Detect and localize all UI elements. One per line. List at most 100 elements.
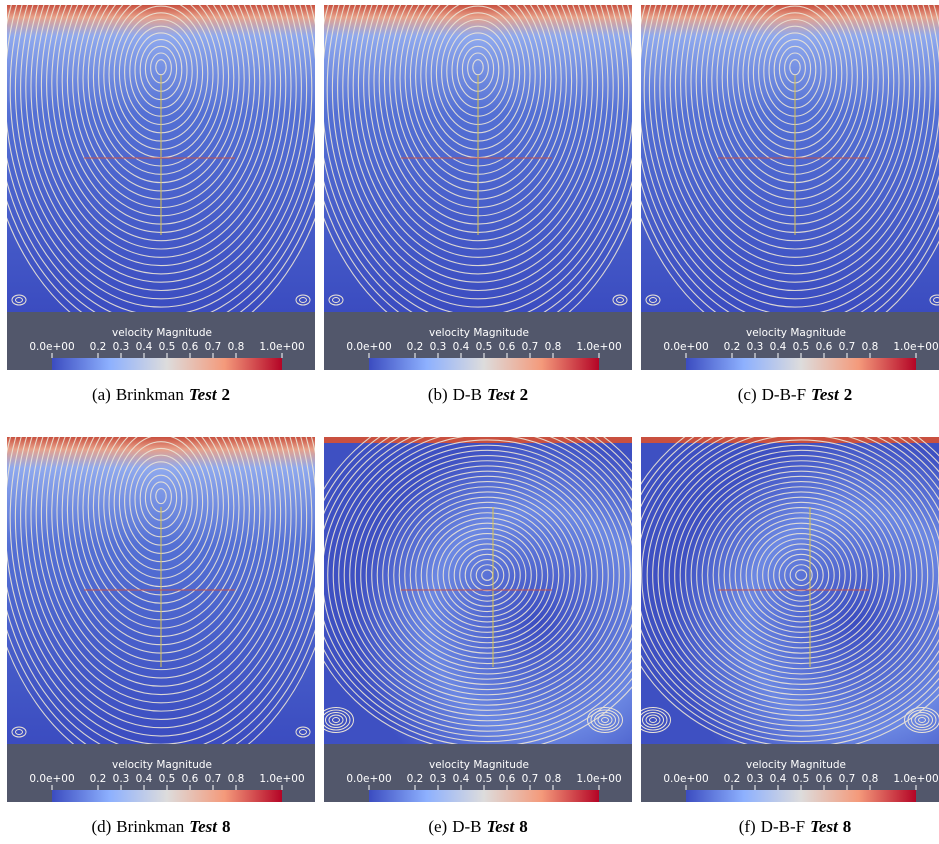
caption: (e) D-B Test8: [428, 817, 527, 836]
colorbar-tick-label: 0.4: [453, 773, 470, 785]
colorbar-title: velocity Magnitude: [429, 759, 529, 771]
panel: velocity Magnitude0.0e+000.20.30.40.50.6…: [0, 0, 338, 370]
colorbar-tick-label: 0.0e+00: [346, 341, 391, 353]
colorbar-tick-label: 0.2: [407, 341, 424, 353]
colorbar-tick-label: 0.6: [499, 341, 516, 353]
colorbar: [686, 358, 916, 370]
colorbar-tick-label: 0.5: [793, 773, 810, 785]
caption-label: (e): [428, 817, 447, 836]
colorbar-tick-label: 0.5: [159, 341, 176, 353]
caption-method: D-B-F: [762, 385, 806, 404]
colorbar-tick-label: 1.0e+00: [259, 773, 304, 785]
colorbar-tick-label: 0.3: [113, 773, 130, 785]
colorbar-tick-label: 0.5: [476, 341, 493, 353]
colorbar-tick-label: 0.2: [90, 341, 107, 353]
colorbar-title: velocity Magnitude: [746, 759, 846, 771]
colorbar-tick-label: 0.7: [522, 341, 539, 353]
caption-number: 8: [519, 817, 528, 836]
caption-test: Test: [189, 385, 218, 404]
caption-test: Test: [810, 817, 839, 836]
colorbar-tick-label: 0.6: [182, 341, 199, 353]
colorbar: [686, 790, 916, 802]
caption: (c)D-B-FTest2: [738, 385, 853, 404]
colorbar-tick-label: 1.0e+00: [576, 341, 621, 353]
colorbar-tick-label: 0.2: [724, 773, 741, 785]
caption: (a) Brinkman Test2: [92, 385, 230, 404]
colorbar-tick-label: 0.4: [770, 341, 787, 353]
flow-field: [618, 0, 939, 349]
colorbar-tick-label: 0.0e+00: [663, 773, 708, 785]
caption-test: Test: [486, 817, 515, 836]
colorbar-tick-label: 0.4: [136, 773, 153, 785]
colorbar-tick-label: 0.8: [862, 773, 879, 785]
colorbar-tick-label: 0.6: [816, 773, 833, 785]
colorbar-tick-label: 0.8: [862, 341, 879, 353]
colorbar-title: velocity Magnitude: [746, 327, 846, 339]
caption-number: 2: [222, 385, 231, 404]
colorbar-tick-label: 0.7: [839, 773, 856, 785]
colorbar-tick-label: 0.7: [205, 341, 222, 353]
flow-field: [0, 0, 338, 349]
caption-label: (b): [428, 385, 448, 404]
colorbar-tick-label: 0.5: [476, 773, 493, 785]
flow-field: [300, 398, 674, 752]
colorbar-tick-label: 0.5: [793, 341, 810, 353]
caption-method: D-B-F: [761, 817, 805, 836]
colorbar: [369, 790, 599, 802]
colorbar-tick-label: 0.3: [430, 341, 447, 353]
caption-test: Test: [487, 385, 516, 404]
colorbar-tick-label: 0.0e+00: [29, 341, 74, 353]
flow-field: [301, 0, 655, 349]
caption-label: (a): [92, 385, 111, 404]
caption-method: D-B: [452, 817, 481, 836]
caption-number: 8: [843, 817, 852, 836]
colorbar-tick-label: 0.3: [430, 773, 447, 785]
colorbar-tick-label: 0.5: [159, 773, 176, 785]
colorbar-tick-label: 0.6: [499, 773, 516, 785]
caption-test: Test: [189, 817, 218, 836]
colorbar-tick-label: 1.0e+00: [893, 773, 938, 785]
colorbar-tick-label: 1.0e+00: [893, 341, 938, 353]
colorbar-tick-label: 0.0e+00: [663, 341, 708, 353]
caption-method: Brinkman: [116, 385, 184, 404]
colorbar-tick-label: 0.8: [228, 773, 245, 785]
colorbar-tick-label: 0.3: [747, 773, 764, 785]
colorbar-tick-label: 0.8: [545, 773, 562, 785]
colorbar-tick-label: 0.7: [522, 773, 539, 785]
colorbar-tick-label: 0.4: [453, 341, 470, 353]
panel: velocity Magnitude 0.0e+00 0.2 0.3 0.4 0.5 0.6…: [614, 398, 939, 802]
caption-label: (c): [738, 385, 757, 404]
panel: velocity Magnitude 0.0e+00 0.2 0.3 0.4 0.5 0.6…: [301, 0, 655, 370]
colorbar-title: velocity Magnitude: [429, 327, 529, 339]
colorbar-tick-label: 0.0e+00: [346, 773, 391, 785]
figure: velocity Magnitude 0.0e+00 0.2 0.3 0.4 0.5 0.6…: [0, 0, 939, 844]
colorbar-tick-label: 0.0e+00: [29, 773, 74, 785]
colorbar-tick-label: 0.8: [545, 341, 562, 353]
colorbar-tick-label: 0.4: [136, 341, 153, 353]
colorbar-tick-label: 0.7: [205, 773, 222, 785]
flow-field: [614, 398, 939, 752]
colorbar-tick-label: 1.0e+00: [576, 773, 621, 785]
panel: velocity Magnitude 0.0e+00 0.2 0.3 0.4 0.5 0.6…: [618, 0, 939, 370]
colorbar-tick-label: 0.2: [724, 341, 741, 353]
colorbar-tick-label: 1.0e+00: [259, 341, 304, 353]
colorbar-tick-label: 0.2: [90, 773, 107, 785]
caption: (f)D-B-FTest8: [739, 817, 852, 836]
colorbar-tick-label: 0.3: [113, 341, 130, 353]
caption-method: Brinkman: [116, 817, 184, 836]
colorbar-tick-label: 0.4: [770, 773, 787, 785]
colorbar-tick-label: 0.6: [182, 773, 199, 785]
caption-test: Test: [811, 385, 840, 404]
colorbar: [369, 358, 599, 370]
caption: (d) Brinkman Test8: [91, 817, 230, 836]
colorbar-tick-label: 0.6: [816, 341, 833, 353]
colorbar-title: velocity Magnitude: [112, 759, 212, 771]
caption-label: (d): [91, 817, 111, 836]
caption-method: D-B: [453, 385, 482, 404]
colorbar-tick-label: 0.8: [228, 341, 245, 353]
colorbar-tick-label: 0.3: [747, 341, 764, 353]
colorbar: [52, 358, 282, 370]
colorbar: [52, 790, 282, 802]
caption-number: 8: [222, 817, 231, 836]
